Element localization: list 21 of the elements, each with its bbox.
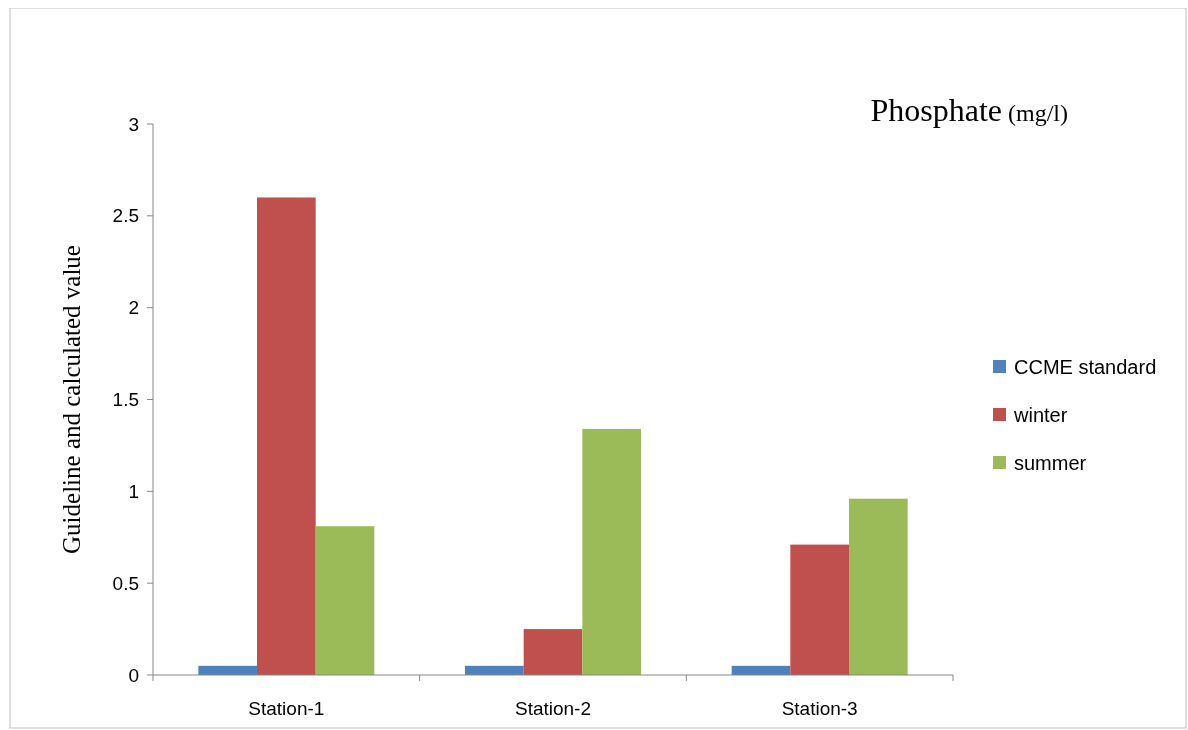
bar: [849, 498, 908, 675]
bar: [790, 544, 849, 675]
x-tick-label: Station-1: [248, 698, 325, 719]
legend-label: CCME standard: [1014, 356, 1157, 378]
x-tick-label: Station-2: [514, 698, 592, 719]
bar: [582, 428, 641, 675]
y-tick-label: 1.5: [112, 389, 139, 411]
bar: [523, 629, 583, 675]
y-tick-label: 0: [128, 664, 139, 686]
bar: [257, 197, 316, 675]
bar: [315, 526, 375, 675]
y-tick-label: 1: [128, 480, 139, 502]
legend-label: winter: [1013, 404, 1068, 426]
y-tick-label: 2.5: [112, 205, 139, 227]
y-axis-title: Guideline and calculated value: [58, 245, 85, 554]
chart-title: Phosphate (mg/l): [870, 92, 1068, 128]
y-tick-label: 0.5: [112, 572, 139, 594]
x-tick-label: Station-3: [781, 698, 858, 719]
y-tick-label: 2: [128, 297, 139, 319]
legend-label: summer: [1014, 452, 1087, 474]
y-tick-label: 3: [128, 113, 139, 135]
